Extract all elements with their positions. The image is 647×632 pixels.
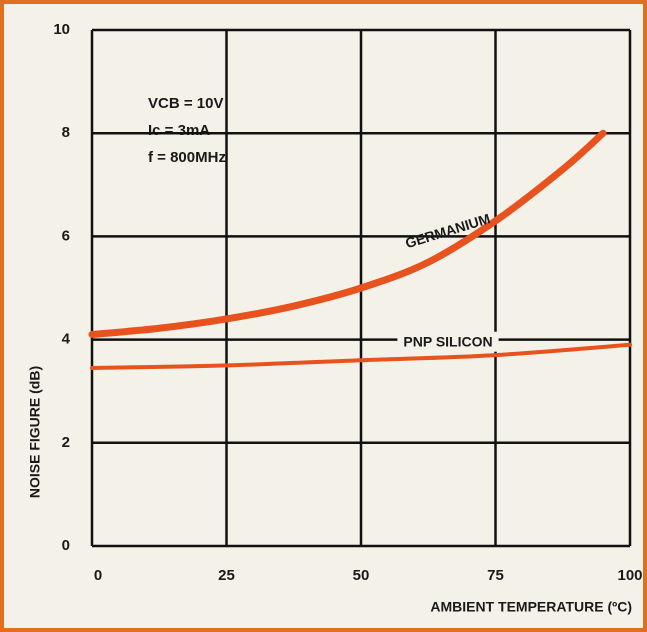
y-axis-title: NOISE FIGURE (dB) [27, 366, 43, 498]
y-tick-label: 10 [53, 21, 70, 38]
y-tick-label: 8 [62, 124, 70, 141]
y-tick-label: 0 [62, 537, 70, 554]
series-label: PNP SILICON [403, 334, 492, 350]
x-tick-label: 0 [94, 567, 102, 584]
x-axis-title: AMBIENT TEMPERATURE (ºC) [430, 599, 632, 615]
y-tick-label: 2 [62, 434, 70, 451]
x-tick-label: 50 [353, 567, 370, 584]
series-line [88, 129, 607, 338]
annotation: VCB = 10V [148, 95, 223, 112]
x-tick-label: 100 [617, 567, 642, 584]
annotation: Ic = 3mA [148, 122, 210, 139]
x-tick-label: 75 [487, 567, 504, 584]
label-background [397, 331, 499, 352]
annotation: f = 800MHz [148, 149, 226, 166]
y-tick-label: 4 [62, 331, 71, 348]
x-tick-label: 25 [218, 567, 235, 584]
series-line [90, 342, 632, 370]
y-tick-label: 6 [62, 227, 70, 244]
